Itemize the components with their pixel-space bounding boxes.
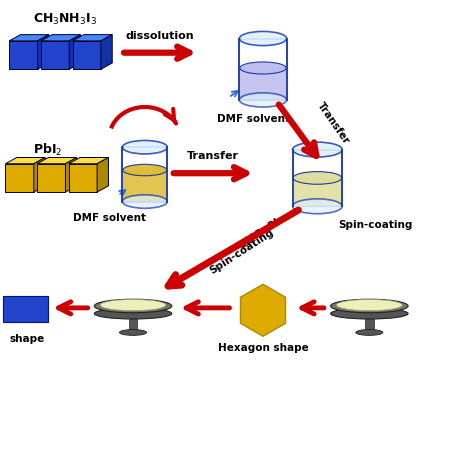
Polygon shape [9,41,37,69]
Ellipse shape [337,300,402,310]
Polygon shape [65,157,77,192]
Polygon shape [5,164,34,192]
Polygon shape [37,157,77,164]
Polygon shape [292,150,342,206]
Polygon shape [5,157,45,164]
Ellipse shape [122,195,167,208]
Ellipse shape [94,308,172,319]
Text: PbI$_2$: PbI$_2$ [33,142,63,158]
Text: Transfer: Transfer [187,151,239,161]
Text: dissolution: dissolution [126,31,194,41]
Ellipse shape [94,299,172,313]
Text: Spin-coating: Spin-coating [208,227,276,275]
Polygon shape [129,314,137,332]
Polygon shape [97,157,109,192]
Polygon shape [69,164,97,192]
Polygon shape [101,35,112,69]
Polygon shape [123,170,167,201]
Polygon shape [73,35,112,41]
Polygon shape [73,41,101,69]
Ellipse shape [100,300,166,310]
Ellipse shape [293,172,342,184]
Polygon shape [34,157,45,192]
Polygon shape [9,35,49,41]
Polygon shape [240,68,286,100]
Ellipse shape [292,199,342,214]
Text: Spin-coating: Spin-coating [338,220,413,230]
Polygon shape [41,41,69,69]
Ellipse shape [330,308,408,319]
Polygon shape [69,157,109,164]
Text: Transfer: Transfer [315,101,351,146]
Polygon shape [37,35,49,69]
Ellipse shape [330,299,408,313]
FancyBboxPatch shape [3,296,48,322]
Ellipse shape [123,164,167,176]
Polygon shape [69,35,81,69]
Polygon shape [239,38,287,100]
Text: 80°C~2h: 80°C~2h [237,214,284,250]
Ellipse shape [240,62,286,74]
Ellipse shape [292,142,342,157]
Text: DMF solvent: DMF solvent [73,213,146,223]
Polygon shape [365,314,374,332]
Ellipse shape [122,140,167,154]
Ellipse shape [239,31,287,46]
Polygon shape [41,35,81,41]
Text: shape: shape [9,334,44,344]
Ellipse shape [119,329,146,336]
Polygon shape [293,178,342,206]
Ellipse shape [239,93,287,107]
Text: DMF solvent: DMF solvent [217,114,290,124]
Ellipse shape [356,329,383,336]
Polygon shape [240,284,285,336]
Polygon shape [37,164,65,192]
Text: Hexagon shape: Hexagon shape [218,343,309,353]
Text: CH$_3$NH$_3$I$_3$: CH$_3$NH$_3$I$_3$ [33,12,96,27]
Polygon shape [122,147,167,201]
